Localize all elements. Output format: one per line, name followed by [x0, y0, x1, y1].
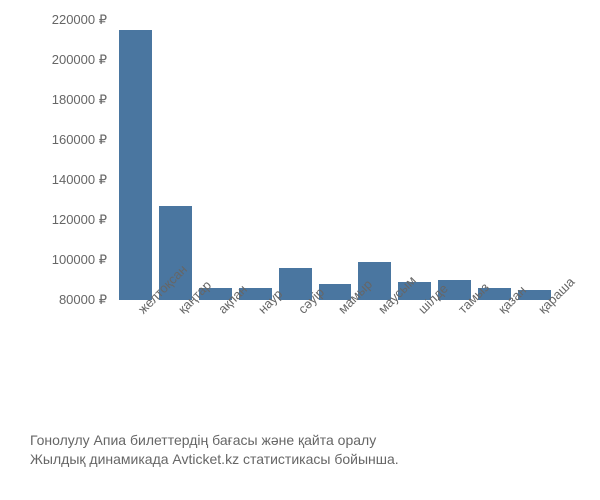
y-tick-label: 80000 ₽ — [59, 292, 107, 308]
x-label-slot: наур — [239, 300, 272, 400]
y-axis: 80000 ₽100000 ₽120000 ₽140000 ₽160000 ₽1… — [30, 20, 115, 300]
x-label-slot: тамыз — [438, 300, 471, 400]
chart-caption: Гонолулу Апиа билеттердің бағасы және қа… — [30, 431, 570, 470]
caption-line-2: Жылдық динамикада Avticket.kz статистика… — [30, 450, 570, 470]
y-tick-label: 100000 ₽ — [52, 252, 107, 268]
y-tick-label: 200000 ₽ — [52, 52, 107, 68]
x-labels-group: желтоқсан қаңтар ақпан наур сәуір мамыр маусым… — [115, 300, 555, 400]
x-label-slot: мамыр — [319, 300, 352, 400]
x-label-slot: қазан — [478, 300, 511, 400]
bar — [119, 30, 152, 300]
bar-chart: 80000 ₽ 100000 ₽ 120000 ₽ 140000 ₽ 160000 ₽ 1… — [30, 20, 570, 400]
x-tick-label: маусым — [375, 306, 386, 317]
x-tick-label: ақпан — [215, 306, 226, 317]
x-label-slot: қаңтар — [159, 300, 192, 400]
bars-group — [115, 20, 555, 300]
x-label-slot: ақпан — [199, 300, 232, 400]
y-tick-label: 140000 ₽ — [52, 172, 107, 188]
x-label-slot: шілде — [398, 300, 431, 400]
x-tick-label: сәуір — [295, 306, 306, 317]
y-tick-label: 180000 ₽ — [52, 92, 107, 108]
x-tick-label: тамыз — [455, 306, 466, 317]
x-tick-label: мамыр — [335, 306, 346, 317]
x-label-slot: қараша — [518, 300, 551, 400]
x-tick-label: шілде — [415, 306, 426, 317]
x-axis: желтоқсан қаңтар ақпан наур сәуір мамыр маусым… — [115, 300, 555, 400]
x-tick-label: желтоқсан — [135, 306, 146, 317]
x-label-slot: желтоқсан — [119, 300, 152, 400]
y-tick-label: 220000 ₽ — [52, 12, 107, 28]
caption-line-1: Гонолулу Апиа билеттердің бағасы және қа… — [30, 431, 570, 451]
y-tick-label: 120000 ₽ — [52, 212, 107, 228]
x-tick-label: қазан — [495, 306, 506, 317]
x-label-slot: маусым — [358, 300, 391, 400]
plot-area — [115, 20, 555, 300]
x-label-slot: сәуір — [279, 300, 312, 400]
x-tick-label: қаңтар — [175, 306, 186, 317]
x-tick-label: наур — [255, 306, 266, 317]
y-tick-label: 160000 ₽ — [52, 132, 107, 148]
x-tick-label: қараша — [535, 306, 546, 317]
